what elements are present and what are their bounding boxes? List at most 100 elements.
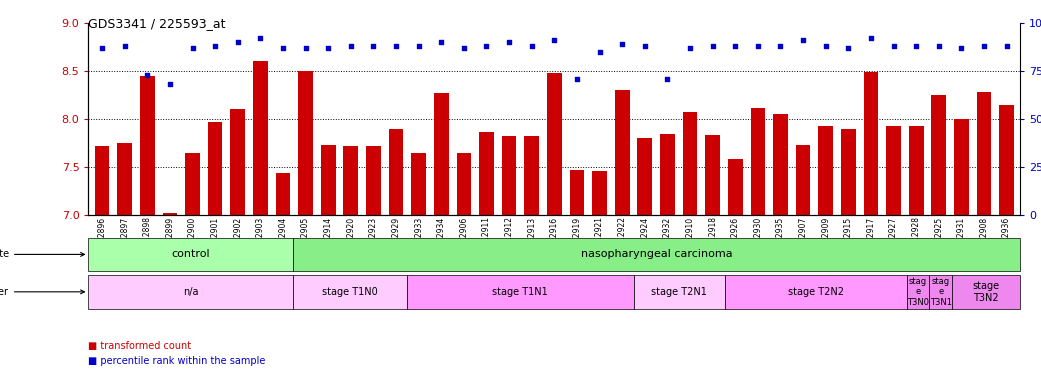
Text: disease state: disease state xyxy=(0,249,84,260)
Point xyxy=(117,43,133,49)
Bar xyxy=(795,145,811,215)
Text: ■ percentile rank within the sample: ■ percentile rank within the sample xyxy=(88,356,265,366)
Point xyxy=(410,43,427,49)
Bar xyxy=(502,136,516,215)
Point xyxy=(908,43,924,49)
Text: n/a: n/a xyxy=(183,287,199,297)
Bar xyxy=(907,275,930,309)
Bar xyxy=(864,72,879,215)
Point xyxy=(252,35,269,41)
Bar xyxy=(976,92,991,215)
Bar xyxy=(230,109,245,215)
Bar xyxy=(547,73,562,215)
Bar xyxy=(841,129,856,215)
Bar xyxy=(818,126,833,215)
Bar xyxy=(660,134,675,215)
Bar xyxy=(344,146,358,215)
Point xyxy=(954,45,970,51)
Text: stage
T3N2: stage T3N2 xyxy=(972,281,999,303)
Bar xyxy=(293,275,407,309)
Bar xyxy=(634,275,725,309)
Point xyxy=(275,45,291,51)
Point xyxy=(342,43,359,49)
Bar xyxy=(725,275,907,309)
Bar xyxy=(298,71,313,215)
Bar xyxy=(525,136,539,215)
Bar xyxy=(366,146,381,215)
Point xyxy=(772,43,789,49)
Bar xyxy=(162,213,177,215)
Text: stage T1N1: stage T1N1 xyxy=(492,287,549,297)
Point xyxy=(885,43,902,49)
Point xyxy=(705,43,721,49)
Point xyxy=(998,43,1015,49)
Point xyxy=(501,39,517,45)
Point xyxy=(682,45,699,51)
Bar xyxy=(388,129,403,215)
Point xyxy=(568,76,585,82)
Point xyxy=(207,43,224,49)
Bar xyxy=(728,159,742,215)
Bar xyxy=(479,131,493,215)
Bar xyxy=(999,104,1014,215)
Point xyxy=(659,76,676,82)
Point xyxy=(591,49,608,55)
Text: control: control xyxy=(172,249,210,260)
Bar xyxy=(208,122,223,215)
Point xyxy=(229,39,246,45)
Bar xyxy=(592,171,607,215)
Point xyxy=(433,39,450,45)
Bar xyxy=(886,126,900,215)
Bar xyxy=(637,138,652,215)
Text: stage T1N0: stage T1N0 xyxy=(322,287,378,297)
Bar xyxy=(411,152,426,215)
Point xyxy=(636,43,653,49)
Point xyxy=(524,43,540,49)
Point xyxy=(298,45,314,51)
Point xyxy=(863,35,880,41)
Bar xyxy=(569,170,584,215)
Bar xyxy=(95,146,109,215)
Bar xyxy=(954,119,969,215)
Bar xyxy=(407,275,634,309)
Bar xyxy=(434,93,449,215)
Text: stage T2N2: stage T2N2 xyxy=(788,287,843,297)
Point xyxy=(387,43,404,49)
Bar xyxy=(118,143,132,215)
Text: ■ transformed count: ■ transformed count xyxy=(88,341,192,351)
Bar xyxy=(773,114,788,215)
Point xyxy=(931,43,947,49)
Point xyxy=(975,43,992,49)
Text: nasopharyngeal carcinoma: nasopharyngeal carcinoma xyxy=(581,249,733,260)
Bar xyxy=(932,95,946,215)
Text: stag
e
T3N1: stag e T3N1 xyxy=(930,277,951,307)
Bar xyxy=(909,126,923,215)
Point xyxy=(750,43,766,49)
Point xyxy=(161,81,178,88)
Bar xyxy=(321,145,335,215)
Bar xyxy=(683,112,697,215)
Bar xyxy=(706,135,720,215)
Bar xyxy=(88,238,293,271)
Bar xyxy=(953,275,1020,309)
Point xyxy=(545,37,562,43)
Text: GDS3341 / 225593_at: GDS3341 / 225593_at xyxy=(88,17,226,30)
Bar xyxy=(751,108,765,215)
Bar xyxy=(615,90,630,215)
Point xyxy=(456,45,473,51)
Text: other: other xyxy=(0,287,84,297)
Point xyxy=(614,41,631,47)
Bar xyxy=(185,152,200,215)
Point xyxy=(478,43,494,49)
Bar xyxy=(457,152,472,215)
Text: stage T2N1: stage T2N1 xyxy=(652,287,707,297)
Point xyxy=(817,43,834,49)
Text: stag
e
T3N0: stag e T3N0 xyxy=(907,277,929,307)
Point xyxy=(184,45,201,51)
Bar xyxy=(253,61,268,215)
Point xyxy=(365,43,382,49)
Point xyxy=(138,72,155,78)
Point xyxy=(320,45,336,51)
Bar xyxy=(88,275,293,309)
Bar xyxy=(139,76,155,215)
